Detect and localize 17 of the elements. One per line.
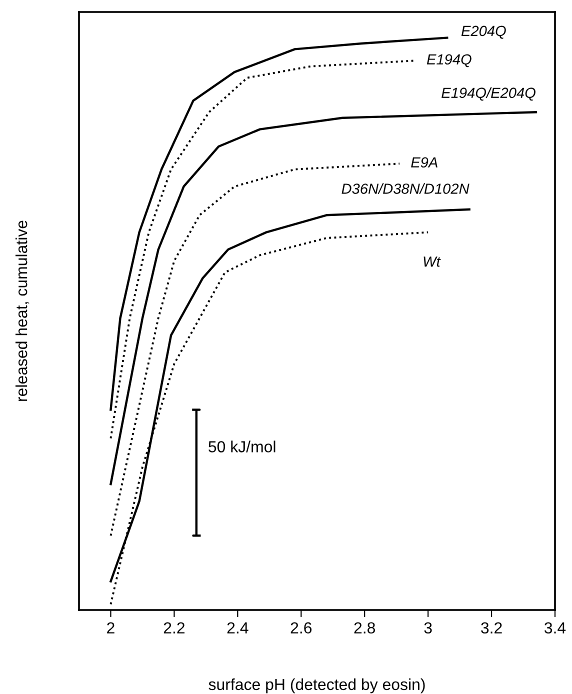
series-label: E194Q [426,54,472,68]
x-tick-label: 2.2 [164,622,184,634]
x-tick-label: 3 [424,622,432,634]
x-tick-label: 2 [107,622,114,634]
series-label: E204Q [461,26,506,39]
x-tick-label: 3.4 [544,622,566,634]
series-label: D36N/D38N/D102N [342,183,470,194]
x-tick-label: 3.2 [481,622,502,634]
series-label: E9A [411,157,438,168]
x-tick-label: 2.6 [290,622,312,634]
y-axis-title: released heat, cumulative [16,220,30,401]
series-label: E194Q/E204Q [442,87,536,101]
x-tick-label: 2.8 [354,622,376,634]
series-label: Wt [424,256,441,267]
series-label: 50 kJ/mol [208,440,276,452]
x-axis-title: surface pH (detected by eosin) [208,678,425,694]
x-tick-label: 2.4 [227,622,248,634]
